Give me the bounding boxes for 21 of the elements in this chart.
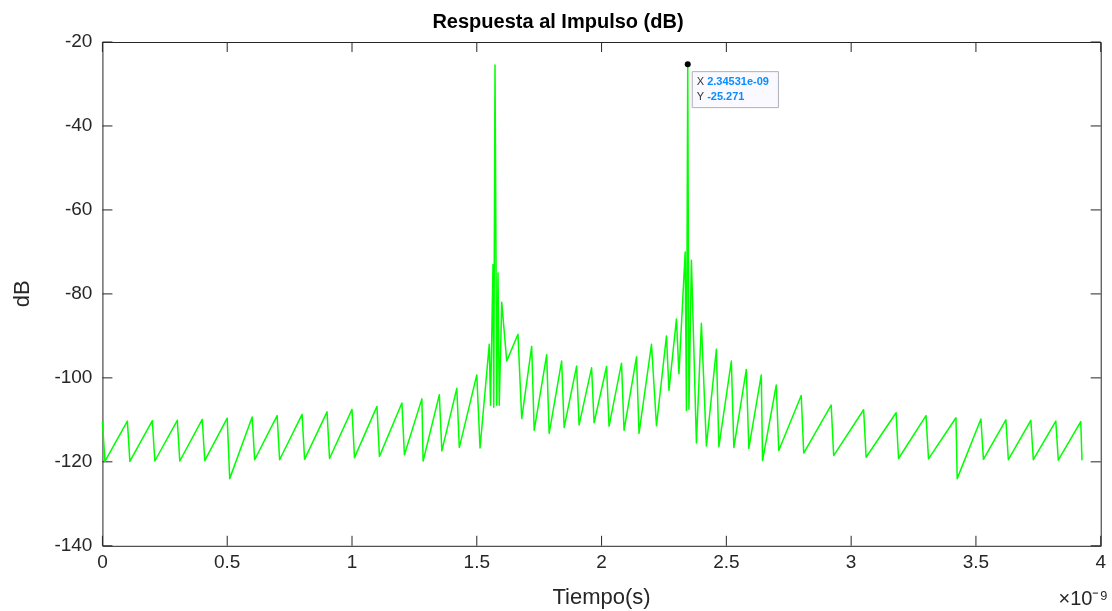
y-tick-label: -60 xyxy=(64,198,93,220)
x-tick-label: 1 xyxy=(346,551,358,573)
x-tick-label: 3.5 xyxy=(962,551,990,573)
x-tick-label: 4 xyxy=(1095,551,1107,573)
y-tick-label: -120 xyxy=(54,450,93,472)
x-tick-label: 2 xyxy=(596,551,607,573)
y-tick-label: -80 xyxy=(64,282,93,304)
x-tick-label: 1.5 xyxy=(463,551,490,573)
text: ×10⁻⁹ xyxy=(1058,586,1108,609)
x-axis-title: Tiempo(s) xyxy=(552,583,651,609)
y-tick-label: -100 xyxy=(54,366,93,388)
y-axis-title: dB xyxy=(9,280,35,308)
x-tick-label: 2.5 xyxy=(713,551,740,573)
x-tick-label: 0.5 xyxy=(214,551,241,573)
y-tick-label: -20 xyxy=(64,30,93,52)
x-tick-label: 3 xyxy=(845,551,857,573)
chart-title: Respuesta al Impulso (dB) xyxy=(432,9,684,32)
y-tick-label: -140 xyxy=(54,534,93,556)
x-tick-label: 0 xyxy=(97,551,108,573)
annotation: X 2.34531e-09 Y -25.271 xyxy=(696,75,769,103)
y-tick-label: -40 xyxy=(64,114,93,136)
